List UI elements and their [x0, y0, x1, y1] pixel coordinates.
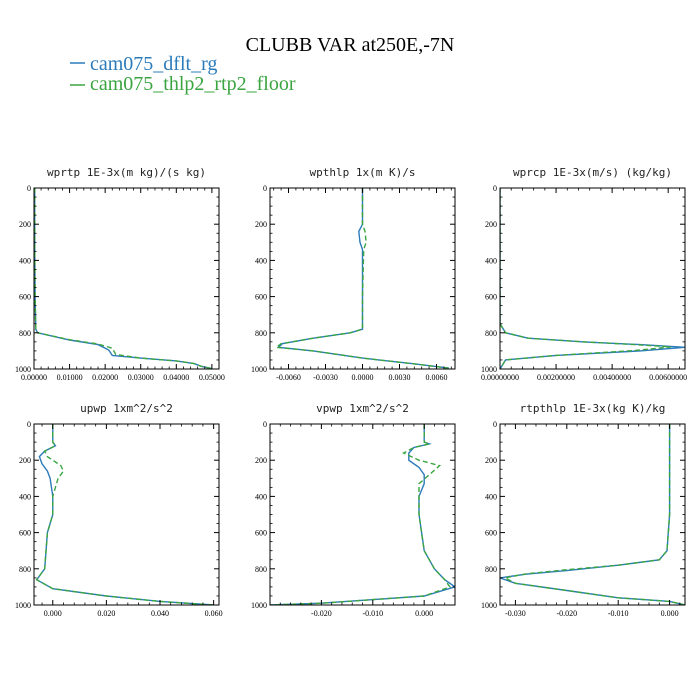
x-tick-label: -0.010: [362, 609, 383, 618]
x-tick-label: 0.00000: [21, 373, 47, 382]
panel-6: rtpthlp 1E-3x(kg K)/kg02004006008001000-…: [481, 402, 686, 618]
x-tick-label: 0.04000: [163, 373, 189, 382]
panel-1: wprtp 1E-3x(m kg)/(s kg) 0 200 400 600 800 100…: [15, 166, 225, 382]
series-line-1: [35, 424, 214, 605]
y-tick-label: 800: [255, 329, 267, 338]
figure-title: CLUBB VAR at250E,-7N: [246, 34, 455, 56]
x-tick-label: 0.00000000: [481, 373, 519, 382]
x-tick-label: 0.00600000: [649, 373, 687, 382]
plot-frame: [499, 423, 686, 606]
panel-3: wprcp 1E-3x(m/s) (kg/kg) 0 200 400 600 800 100…: [481, 166, 687, 382]
y-tick-label: 200: [255, 220, 267, 229]
panel-4: upwp 1xm^2/s^2 0 200 400 600 800 1000 0.000 0.02…: [15, 402, 223, 618]
y-tick-label: 800: [485, 565, 497, 574]
series-line-1: [500, 424, 685, 605]
x-tick-label: 0.000: [661, 609, 679, 618]
panel-title: wprcp 1E-3x(m/s) (kg/kg): [513, 166, 672, 179]
plot-frame: [269, 423, 456, 606]
y-tick-label: 0: [493, 184, 497, 193]
legend-entry-1: cam075_dflt_rg: [70, 53, 217, 75]
x-tick-label: 0.05000: [199, 373, 225, 382]
y-tick-label: 0: [27, 184, 31, 193]
x-tick-label: 0.01000: [57, 373, 83, 382]
y-tick-label: 200: [255, 456, 267, 465]
y-tick-label: 600: [485, 529, 497, 538]
y-tick-label: 0: [263, 184, 267, 193]
y-tick-label: 1000: [15, 601, 31, 610]
x-tick-label: 0.02000: [92, 373, 118, 382]
legend-label-1: cam075_dflt_rg: [90, 53, 217, 75]
y-tick-label: 400: [19, 492, 31, 501]
panel-title: wprtp 1E-3x(m kg)/(s kg): [47, 166, 206, 179]
panel-title: upwp 1xm^2/s^2: [80, 402, 173, 415]
y-tick-label: 1000: [15, 365, 31, 374]
x-tick-label: -0.020: [556, 609, 577, 618]
y-tick-label: 200: [19, 220, 31, 229]
series-line-2: [34, 188, 213, 369]
y-tick-label: 1000: [251, 601, 267, 610]
y-tick-label: 200: [19, 456, 31, 465]
legend: cam075_dflt_rg cam075_thlp2_rtp2_floor: [70, 53, 296, 95]
panel-2: wpthlp 1x(m K)/s 0 200 400 600 800 1000 -0.0060…: [251, 166, 456, 382]
x-tick-label: 0.020: [97, 609, 115, 618]
series-line-2: [270, 424, 452, 605]
panel-title: rtpthlp 1E-3x(kg K)/kg: [520, 402, 666, 415]
plot-frame: [33, 187, 220, 370]
x-tick-label: 0.00400000: [593, 373, 631, 382]
y-tick-label: 1000: [481, 601, 497, 610]
x-tick-label: 0.0030: [389, 373, 411, 382]
panel-title: vpwp 1xm^2/s^2: [316, 402, 409, 415]
y-tick-label: 200: [485, 220, 497, 229]
x-tick-label: 0.00200000: [537, 373, 575, 382]
series-line-2: [274, 188, 449, 369]
y-tick-label: 1000: [251, 365, 267, 374]
y-tick-label: 0: [263, 420, 267, 429]
legend-entry-2: cam075_thlp2_rtp2_floor: [70, 73, 296, 95]
series-line-1: [270, 424, 455, 605]
plot-frame: [33, 423, 220, 606]
x-tick-label: -0.010: [608, 609, 629, 618]
series-line-2: [503, 424, 685, 605]
y-tick-label: 1000: [481, 365, 497, 374]
panel-title: wpthlp 1x(m K)/s: [310, 166, 416, 179]
y-tick-label: 0: [27, 420, 31, 429]
x-tick-label: 0.000: [44, 609, 62, 618]
y-tick-label: 600: [255, 293, 267, 302]
x-tick-label: 0.0060: [426, 373, 448, 382]
x-tick-label: 0.060: [205, 609, 223, 618]
legend-label-2: cam075_thlp2_rtp2_floor: [90, 73, 296, 95]
y-tick-label: 800: [19, 565, 31, 574]
y-tick-label: 600: [19, 293, 31, 302]
series-line-2: [500, 188, 672, 369]
y-tick-label: 600: [19, 529, 31, 538]
x-tick-label: 0.040: [151, 609, 169, 618]
y-tick-label: 600: [485, 293, 497, 302]
x-tick-label: -0.020: [311, 609, 332, 618]
y-tick-label: 800: [19, 329, 31, 338]
y-tick-label: 200: [485, 456, 497, 465]
panels: wprtp 1E-3x(m kg)/(s kg) 0 200 400 600 800 100…: [15, 166, 687, 618]
series-line-2: [35, 424, 214, 605]
series-line-1: [34, 188, 213, 369]
x-tick-label: -0.030: [505, 609, 526, 618]
y-tick-label: 800: [255, 565, 267, 574]
y-tick-label: 400: [485, 492, 497, 501]
panel-5: vpwp 1xm^2/s^2 0 200 400 600 800 1000 -0.020 -0.…: [251, 402, 456, 618]
x-tick-label: 0.000: [415, 609, 433, 618]
x-tick-label: 0.0000: [352, 373, 374, 382]
x-tick-label: -0.0060: [276, 373, 301, 382]
y-tick-label: 400: [255, 492, 267, 501]
y-tick-label: 400: [485, 256, 497, 265]
y-tick-label: 400: [255, 256, 267, 265]
y-tick-label: 800: [485, 329, 497, 338]
y-tick-label: 0: [493, 420, 497, 429]
y-tick-label: 600: [255, 529, 267, 538]
y-tick-label: 400: [19, 256, 31, 265]
x-tick-label: -0.0030: [313, 373, 338, 382]
x-tick-label: 0.03000: [128, 373, 154, 382]
series-line-1: [277, 188, 449, 369]
